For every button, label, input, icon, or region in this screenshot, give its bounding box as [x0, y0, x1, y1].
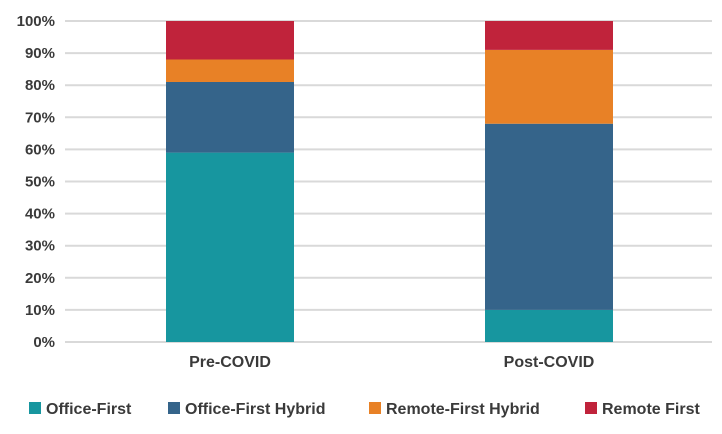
- legend-swatch: [168, 402, 180, 414]
- y-tick-label: 20%: [25, 270, 55, 287]
- bar-segment-office-first-post-covid: [485, 309, 613, 342]
- legend-label: Office-First: [46, 401, 132, 418]
- bar-segment-office-first-pre-covid: [166, 152, 294, 342]
- legend-item: Remote First: [585, 401, 700, 418]
- bar-segment-remote-first-pre-covid: [166, 21, 294, 60]
- bar-segment-remote-first-hybrid-pre-covid: [166, 59, 294, 82]
- bar-segment-office-first-hybrid-pre-covid: [166, 81, 294, 153]
- bar-layer: [166, 21, 613, 342]
- x-category-label: Post-COVID: [504, 354, 595, 371]
- legend-item: Office-First: [29, 401, 132, 418]
- y-tick-label: 70%: [25, 109, 55, 126]
- legend-swatch: [585, 402, 597, 414]
- y-tick-label: 80%: [25, 77, 55, 94]
- x-category-label: Pre-COVID: [189, 354, 271, 371]
- y-tick-label: 50%: [25, 174, 55, 191]
- y-tick-label: 0%: [33, 334, 55, 351]
- axis-layer: 0% 10% 20% 30% 40% 50% 60% 70% 80% 90% 100% Pre-COV…: [17, 13, 595, 371]
- legend-item: Remote-First Hybrid: [369, 401, 540, 418]
- bar-segment-remote-first-post-covid: [485, 21, 613, 50]
- legend-label: Office-First Hybrid: [185, 401, 325, 418]
- legend: Office-First Office-First Hybrid Remote-Fi…: [29, 401, 700, 418]
- grid-layer: [65, 20, 712, 343]
- y-tick-label: 30%: [25, 238, 55, 255]
- y-tick-label: 90%: [25, 45, 55, 62]
- bar-segment-office-first-hybrid-post-covid: [485, 123, 613, 310]
- y-tick-label: 40%: [25, 206, 55, 223]
- y-tick-label: 60%: [25, 141, 55, 158]
- legend-swatch: [29, 402, 41, 414]
- legend-swatch: [369, 402, 381, 414]
- legend-label: Remote-First Hybrid: [386, 401, 540, 418]
- legend-item: Office-First Hybrid: [168, 401, 325, 418]
- legend-label: Remote First: [602, 401, 700, 418]
- bar-segment-remote-first-hybrid-post-covid: [485, 49, 613, 124]
- y-tick-label: 100%: [17, 13, 55, 30]
- y-tick-label: 10%: [25, 302, 55, 319]
